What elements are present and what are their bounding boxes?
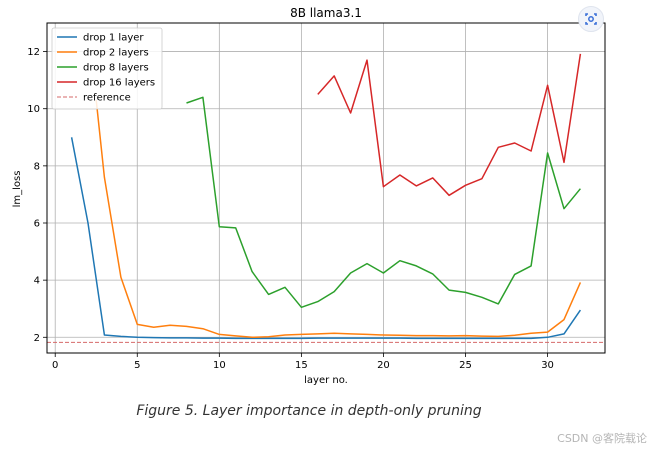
- x-tick-label: 20: [377, 360, 390, 371]
- legend: drop 1 layer drop 2 layers drop 8 layers dr…: [51, 27, 163, 110]
- y-tick-label: 2: [34, 333, 40, 344]
- series-line-drop-1-layer: [70, 137, 582, 340]
- series-group: [70, 53, 582, 340]
- figure-caption: Figure 5. Layer importance in depth-only…: [136, 403, 482, 419]
- x-axis: 0 5 10 15 20 25 30: [52, 353, 554, 371]
- screen-capture-button[interactable]: [578, 6, 604, 32]
- series-line-drop-2-layers: [95, 100, 582, 339]
- legend-label: drop 8 layers: [83, 63, 149, 74]
- x-tick-label: 30: [541, 360, 554, 371]
- y-tick-label: 8: [34, 161, 40, 172]
- y-tick-label: 6: [34, 219, 40, 230]
- chart-title: 8B llama3.1: [290, 6, 362, 20]
- y-axis-label: lm_loss: [12, 171, 23, 208]
- plot-frame: [46, 22, 606, 354]
- legend-label: drop 16 layers: [83, 78, 155, 89]
- y-tick-label: 4: [34, 276, 40, 287]
- x-tick-label: 0: [52, 360, 58, 371]
- screen-capture-icon: [585, 13, 597, 25]
- x-tick-label: 15: [295, 360, 308, 371]
- x-tick-label: 25: [459, 360, 472, 371]
- y-tick-label: 12: [27, 47, 40, 58]
- series-line-drop-8-layers: [186, 96, 581, 309]
- x-axis-label: layer no.: [304, 375, 348, 386]
- y-axis: 2 4 6 8 10 12: [27, 47, 47, 344]
- legend-label: drop 1 layer: [83, 33, 144, 44]
- legend-label: reference: [83, 93, 131, 104]
- series-line-drop-16-layers: [317, 53, 582, 197]
- legend-box: [51, 27, 163, 110]
- y-tick-label: 10: [27, 104, 40, 115]
- x-tick-label: 10: [213, 360, 226, 371]
- x-tick-label: 5: [134, 360, 140, 371]
- legend-label: drop 2 layers: [83, 48, 149, 59]
- watermark: CSDN @客院载论: [557, 432, 647, 445]
